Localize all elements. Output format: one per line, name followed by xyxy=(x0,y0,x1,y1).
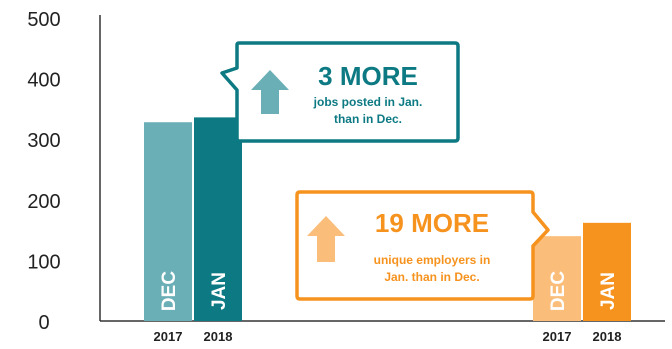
bar-label: JAN xyxy=(598,272,619,310)
y-tick-label: 300 xyxy=(27,130,60,152)
callout-jobs-headline: 3 MORE xyxy=(318,61,418,91)
bar-jan xyxy=(583,222,631,321)
bar-jan xyxy=(194,117,242,321)
x-tick-label: 2017 xyxy=(154,329,183,344)
callout-employers-text-2: Jan. than in Dec. xyxy=(384,270,479,284)
callout-jobs-bubble xyxy=(220,41,460,143)
x-tick-label: 2018 xyxy=(593,329,622,344)
y-tick-label: 0 xyxy=(38,312,49,334)
bar-label: DEC xyxy=(159,271,180,311)
callout-jobs: 3 MORE jobs posted in Jan. than in Dec. xyxy=(220,41,460,143)
callout-employers: 19 MORE unique employers in Jan. than in… xyxy=(295,190,550,301)
callout-jobs-text-1: jobs posted in Jan. xyxy=(313,95,423,109)
y-tick-label: 200 xyxy=(27,191,60,213)
x-tick-label: 2018 xyxy=(204,329,233,344)
bar-label: DEC xyxy=(548,271,569,311)
bar-label: JAN xyxy=(209,272,230,310)
callout-employers-bubble xyxy=(295,190,550,301)
y-axis-ticks: 0 100 200 300 400 500 xyxy=(27,9,60,334)
up-arrow-icon xyxy=(307,216,345,262)
y-tick-label: 500 xyxy=(27,9,60,31)
bar-dec xyxy=(144,122,192,322)
callout-employers-headline: 19 MORE xyxy=(375,208,489,238)
callout-jobs-text-2: than in Dec. xyxy=(334,112,402,126)
y-tick-label: 400 xyxy=(27,70,60,92)
callout-employers-text-1: unique employers in xyxy=(374,253,491,267)
bar-dec xyxy=(533,236,581,321)
up-arrow-icon xyxy=(251,70,289,114)
x-tick-label: 2017 xyxy=(543,329,572,344)
y-tick-label: 100 xyxy=(27,251,60,273)
bars: DEC 2017 JAN 2018 DEC 2017 JAN 2018 xyxy=(144,117,631,344)
